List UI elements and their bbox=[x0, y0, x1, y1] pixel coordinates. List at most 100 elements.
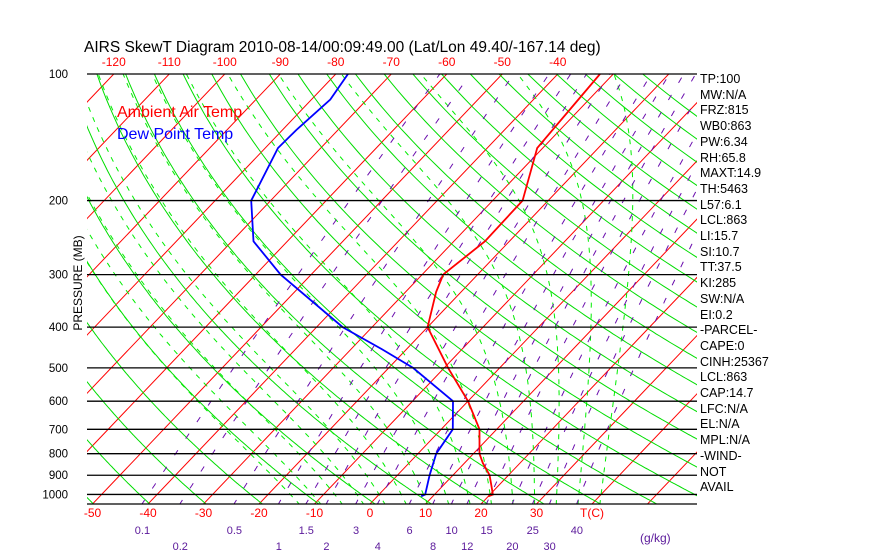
indices-panel: TP:100 MW:N/A FRZ:815 WB0:863 PW:6.34 RH:65.8… bbox=[700, 72, 769, 496]
mixing-ratio-line bbox=[531, 162, 697, 504]
index-item: -WIND- bbox=[700, 448, 742, 463]
dry-adiabat-line bbox=[326, 74, 697, 386]
pressure-tick-label: 900 bbox=[49, 470, 68, 482]
mixing-ratio-line bbox=[511, 132, 697, 504]
isotherm-line bbox=[87, 74, 226, 220]
air-temp-line bbox=[426, 74, 601, 498]
mixing-ratio-tick-label: 10 bbox=[446, 525, 458, 537]
mixing-ratio-line bbox=[277, 74, 550, 504]
axes: 0.10.20.511.5234681012152025304010020030… bbox=[42, 55, 697, 553]
top-temp-tick-label: -50 bbox=[494, 55, 512, 69]
moist-adiabat-line bbox=[87, 192, 343, 504]
mixing-ratio-line bbox=[466, 74, 697, 504]
mixing-ratio-tick-label: 15 bbox=[481, 525, 493, 537]
isotherm-line bbox=[258, 74, 670, 504]
isotherm-line bbox=[87, 74, 115, 103]
top-temp-tick-label: -110 bbox=[158, 55, 181, 69]
moist-adiabat-line bbox=[516, 74, 592, 504]
dry-adiabat-line bbox=[469, 74, 697, 258]
moist-adiabat-line bbox=[122, 74, 428, 504]
bottom-temp-tick-label: 30 bbox=[530, 506, 544, 520]
index-item: MPL:N/A bbox=[700, 433, 751, 448]
dry-adiabat-line bbox=[440, 74, 697, 283]
index-item: SW:N/A bbox=[700, 291, 745, 306]
index-item: CAP:14.7 bbox=[700, 386, 754, 401]
index-item: -PARCEL- bbox=[700, 323, 758, 338]
bottom-temp-tick-label: -40 bbox=[139, 506, 157, 520]
index-item: NOT bbox=[700, 464, 727, 479]
mixing-ratio-tick-label: 8 bbox=[430, 541, 436, 553]
dry-adiabat-line bbox=[412, 74, 697, 308]
isotherm-line bbox=[202, 74, 614, 504]
index-item: EL:N/A bbox=[700, 417, 740, 432]
top-temp-tick-label: -80 bbox=[327, 55, 345, 69]
legend-ambient-air-temp: Ambient Air Temp bbox=[117, 104, 242, 121]
moist-adiabat-line bbox=[151, 74, 450, 504]
mixing-ratio-line bbox=[485, 96, 697, 504]
isotherm-line bbox=[535, 334, 697, 504]
mixing-ratio-line bbox=[548, 188, 697, 504]
mixing-ratio-unit-label: (g/kg) bbox=[640, 531, 671, 545]
mixing-ratio-tick-label: 25 bbox=[527, 525, 539, 537]
index-item: LCL:863 bbox=[700, 370, 748, 385]
mixing-ratio-line bbox=[355, 74, 611, 504]
isotherm-line bbox=[87, 74, 170, 162]
bottom-temp-tick-label: 10 bbox=[419, 506, 433, 520]
index-item: LCL:863 bbox=[700, 213, 748, 228]
index-item: CAPE:0 bbox=[700, 338, 745, 353]
dew-point-line bbox=[250, 74, 454, 498]
mixing-ratio-line bbox=[305, 74, 572, 504]
mixing-ratio-tick-label: 40 bbox=[571, 525, 583, 537]
index-item: L57:6.1 bbox=[700, 197, 742, 212]
pressure-tick-label: 700 bbox=[49, 424, 68, 436]
dry-adiabat-line bbox=[239, 74, 697, 468]
dry-adiabat-line bbox=[182, 74, 658, 504]
mixing-ratio-tick-label: 12 bbox=[461, 541, 473, 553]
pressure-tick-label: 200 bbox=[49, 196, 68, 208]
pressure-tick-label: 400 bbox=[49, 322, 68, 334]
pressure-tick-label: 500 bbox=[49, 363, 68, 375]
index-item: CINH:25367 bbox=[700, 354, 769, 369]
index-item: LI:15.7 bbox=[700, 229, 739, 244]
index-item: PW:6.34 bbox=[700, 134, 748, 149]
mixing-ratio-tick-label: 0.5 bbox=[227, 525, 242, 537]
pressure-tick-label: 800 bbox=[49, 449, 68, 461]
dry-adiabat-line bbox=[527, 74, 697, 210]
moist-adiabat-line bbox=[340, 74, 536, 504]
index-item: MW:N/A bbox=[700, 87, 747, 102]
index-item: EI:0.2 bbox=[700, 307, 733, 322]
index-item: AVAIL bbox=[700, 480, 734, 495]
chart-title: AIRS SkewT Diagram 2010-08-14/00:09:49.0… bbox=[84, 39, 601, 56]
mixing-ratio-tick-label: 1.5 bbox=[299, 525, 314, 537]
mixing-ratio-line bbox=[576, 232, 697, 504]
dry-adiabat-line bbox=[354, 74, 697, 359]
dry-adiabat-line bbox=[297, 74, 697, 413]
top-temp-tick-label: -40 bbox=[549, 55, 567, 69]
x-axis-unit-label: T(C) bbox=[580, 506, 604, 520]
isotherm-line bbox=[87, 74, 392, 395]
index-item: TH:5463 bbox=[700, 181, 748, 196]
mixing-ratio-line bbox=[432, 74, 670, 504]
top-temp-tick-label: -90 bbox=[272, 55, 290, 69]
mixing-ratio-tick-label: 2 bbox=[323, 541, 329, 553]
index-item: RH:65.8 bbox=[700, 150, 746, 165]
moist-adiabat-line bbox=[185, 74, 471, 504]
isotherm-line bbox=[369, 160, 697, 504]
dry-adiabat-line bbox=[383, 74, 697, 334]
bottom-temp-tick-label: -10 bbox=[306, 506, 324, 520]
bottom-temp-tick-label: -30 bbox=[195, 506, 213, 520]
dry-adiabat-line bbox=[268, 74, 697, 440]
mixing-ratio-line bbox=[450, 74, 685, 504]
isotherm-line bbox=[87, 74, 448, 453]
isotherm-line bbox=[313, 101, 697, 504]
mixing-ratio-tick-label: 0.1 bbox=[135, 525, 150, 537]
top-temp-tick-label: -120 bbox=[102, 55, 126, 69]
mixing-ratio-tick-label: 20 bbox=[506, 541, 518, 553]
mixing-ratio-line bbox=[408, 74, 652, 504]
index-item: KI:285 bbox=[700, 276, 737, 291]
moist-adiabat-line bbox=[277, 74, 514, 504]
top-temp-tick-label: -70 bbox=[383, 55, 401, 69]
moist-adiabat-line bbox=[599, 74, 634, 504]
index-item: WB0:863 bbox=[700, 119, 752, 134]
